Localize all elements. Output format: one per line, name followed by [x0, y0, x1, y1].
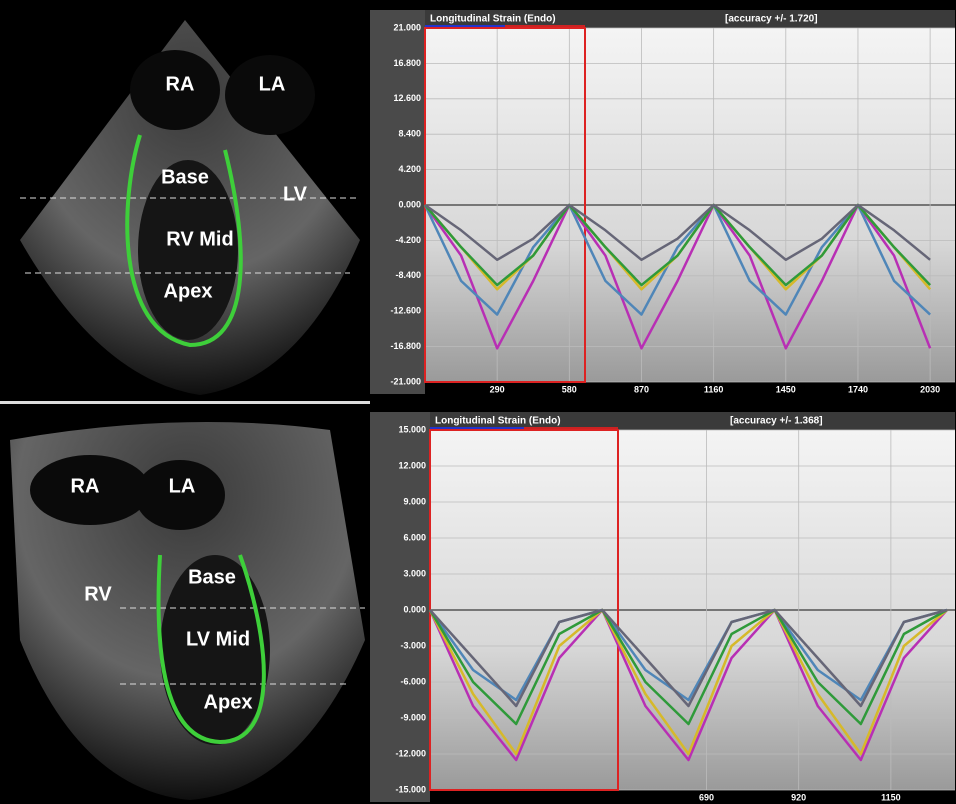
y-tick-label: 4.200 [398, 164, 421, 174]
y-tick-label: 16.800 [393, 58, 421, 68]
chart-title: Longitudinal Strain (Endo) [430, 14, 556, 25]
y-tick-label: -12.600 [390, 306, 421, 316]
strain-curve [423, 203, 931, 316]
y-tick-label: -16.800 [390, 341, 421, 351]
strain-curve [424, 203, 932, 287]
echo-label: RA [71, 475, 100, 497]
strain-curve [428, 608, 948, 726]
y-tick-label: 8.400 [398, 129, 421, 139]
chart-subtitle: [accuracy +/- 1.368] [730, 416, 823, 427]
strain-curve [423, 203, 932, 350]
y-tick-label: 9.000 [403, 496, 426, 506]
separator [0, 401, 370, 404]
echo-bottom [10, 422, 365, 800]
x-tick-label: 690 [699, 792, 714, 802]
selection-bar-red [505, 25, 585, 28]
echo-label: LV Mid [186, 628, 250, 650]
echo-label: Apex [164, 280, 213, 302]
echo-top [20, 20, 360, 395]
echo-label: LA [169, 475, 196, 497]
y-tick-label: -12.000 [395, 748, 426, 758]
selection-bar-blue [430, 427, 524, 430]
y-tick-label: 0.000 [403, 604, 426, 614]
y-tick-label: -15.000 [395, 784, 426, 794]
y-tick-label: 21.000 [393, 22, 421, 32]
echo-label: Base [161, 166, 209, 188]
y-tick-label: 15.000 [398, 424, 426, 434]
selection-bar-blue [425, 25, 505, 28]
echo-label: LV [283, 183, 308, 205]
x-tick-label: 1160 [704, 384, 724, 394]
strain-curve [428, 608, 948, 762]
y-tick-label: -9.000 [400, 712, 426, 722]
y-tick-label: -6.000 [400, 676, 426, 686]
x-tick-label: 920 [791, 792, 806, 802]
strain-curve [428, 608, 948, 702]
x-tick-label: 1150 [881, 792, 901, 802]
strain-curve [428, 608, 948, 756]
y-tick-label: -8.400 [395, 270, 421, 280]
y-tick-label: 0.000 [398, 199, 421, 209]
selection-bar-red [524, 427, 618, 430]
header-bar [425, 10, 955, 28]
echo-label: RV [84, 583, 112, 605]
x-tick-label: 2030 [920, 384, 940, 394]
echo-label: Base [188, 566, 236, 588]
echo-label: RA [166, 73, 195, 95]
y-tick-label: 6.000 [403, 532, 426, 542]
header-bar [430, 412, 955, 430]
strain-curve [429, 608, 948, 708]
x-tick-label: 1450 [776, 384, 796, 394]
chart-title: Longitudinal Strain (Endo) [435, 416, 561, 427]
y-tick-label: 12.000 [398, 460, 426, 470]
y-axis-strip [370, 412, 430, 802]
y-tick-label: -21.000 [390, 376, 421, 386]
chart-subtitle: [accuracy +/- 1.720] [725, 14, 818, 25]
echo-label: Apex [204, 691, 253, 713]
y-tick-label: 3.000 [403, 568, 426, 578]
x-tick-label: 580 [562, 384, 577, 394]
x-tick-label: 1740 [848, 384, 868, 394]
y-tick-label: -4.200 [395, 235, 421, 245]
strain-curve [424, 203, 931, 262]
x-tick-label: 290 [490, 384, 505, 394]
echo-label: LA [259, 73, 286, 95]
y-axis-strip [370, 10, 425, 394]
y-tick-label: -3.000 [400, 640, 426, 650]
echo-label: RV Mid [166, 228, 233, 250]
y-tick-label: 12.600 [393, 93, 421, 103]
x-tick-label: 870 [634, 384, 649, 394]
